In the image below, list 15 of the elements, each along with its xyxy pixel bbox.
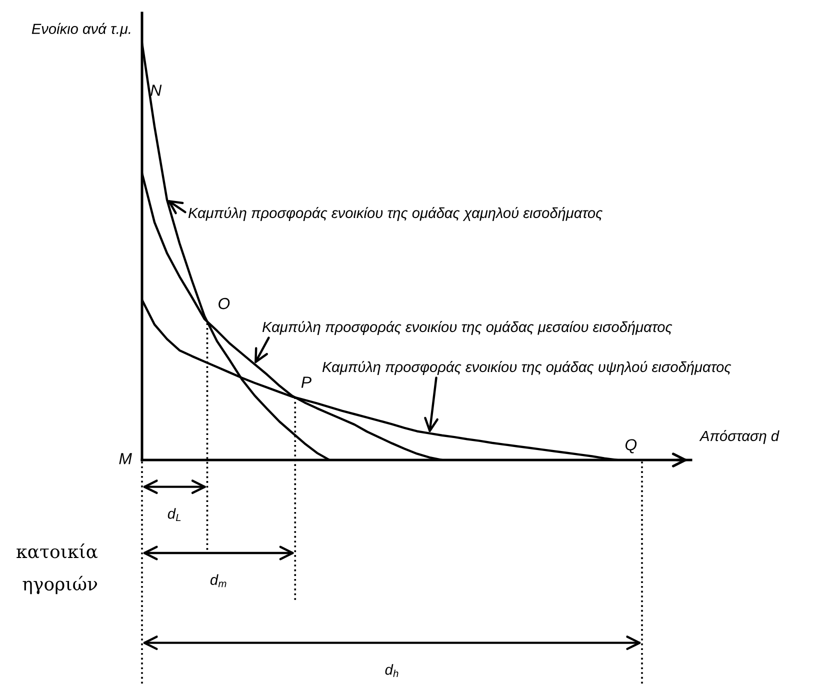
series-label: Καμπύλη προσφοράς ενοικίου της ομάδας υψηλού εισοδήματος: [322, 360, 732, 376]
annotation: Q: [625, 439, 637, 454]
text: M: [119, 453, 132, 464]
text: d$_{L}$: [168, 508, 181, 521]
text: κατοικία: [16, 544, 98, 558]
y-axis-title: Ενοίκιο ανά τ.μ.: [32, 22, 130, 37]
annotation: O: [218, 298, 230, 310]
series-label: Καμπύλη προσφοράς ενοικίου της ομάδας μεσαίου εισοδήματος: [262, 320, 672, 336]
annotation: P: [301, 376, 312, 388]
legend-label: Καμπύλη προσφοράς ενοικίου της ομάδας χαμηλού εισοδήματος: [188, 206, 603, 222]
text: d$_{m}$: [210, 574, 226, 588]
text: ηγοριών: [22, 576, 98, 594]
annotation: N: [150, 84, 162, 96]
text: d$_{h}$: [385, 664, 398, 677]
x-axis-title: Απόσταση d: [699, 430, 780, 444]
